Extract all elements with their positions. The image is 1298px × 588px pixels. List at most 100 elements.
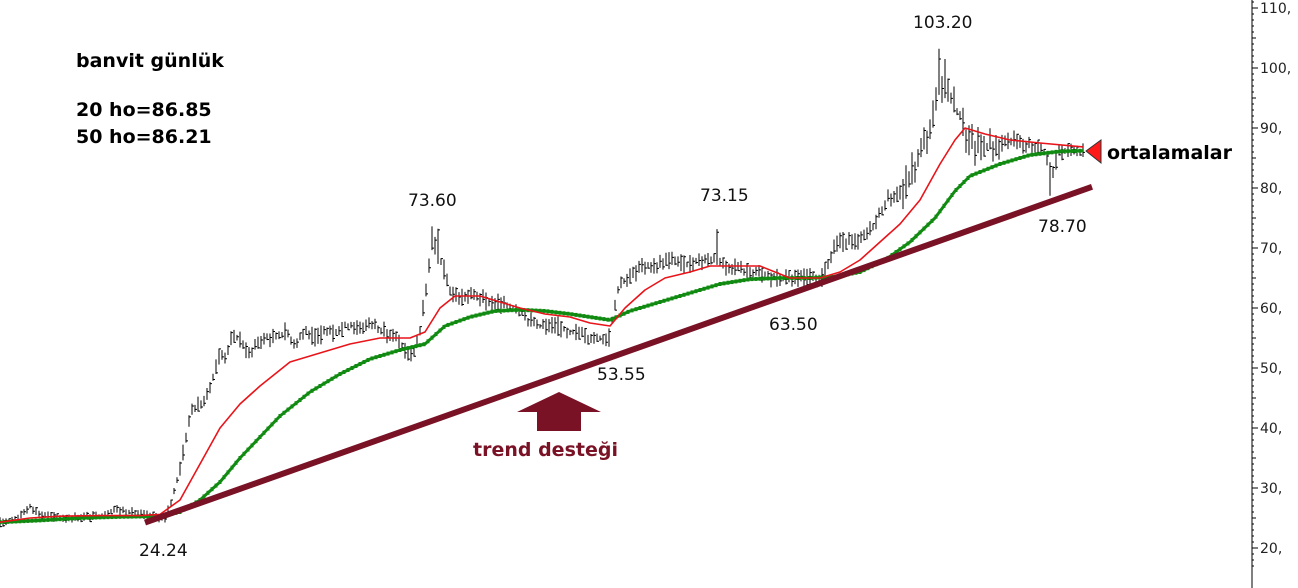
price-bar <box>41 511 44 520</box>
ma50-marker <box>322 381 326 386</box>
ma50-marker <box>554 310 558 315</box>
price-bar <box>266 333 269 341</box>
price-bar <box>575 323 578 341</box>
price-bar <box>659 254 662 268</box>
ma50-marker <box>222 475 226 480</box>
price-bar <box>536 319 539 329</box>
price-bar <box>191 403 194 415</box>
ma50-marker <box>394 349 398 354</box>
ma50-marker <box>446 322 450 327</box>
price-bar <box>572 329 575 335</box>
price-bar <box>548 319 551 333</box>
ma50-marker <box>494 308 498 313</box>
price-bar <box>860 231 863 243</box>
price-bar <box>881 206 884 216</box>
ma50-marker <box>654 301 658 306</box>
price-bar <box>32 506 35 514</box>
ma50-marker <box>730 280 734 285</box>
ma50-marker <box>922 226 926 231</box>
price-bar <box>20 510 23 519</box>
y-tick-label: 50, <box>1260 361 1282 377</box>
price-bar <box>917 149 920 167</box>
price-bar <box>248 347 251 359</box>
price-bar <box>545 318 548 335</box>
price-bar <box>926 130 929 154</box>
trend-label: trend desteği <box>473 439 618 461</box>
ma50-marker <box>434 332 438 337</box>
ma50-marker <box>1026 153 1030 158</box>
ma50-marker <box>726 280 730 285</box>
price-bar <box>965 129 968 153</box>
ma50-marker <box>62 516 66 521</box>
price-bar <box>377 325 380 333</box>
price-bar <box>863 229 866 241</box>
ma50-marker <box>386 351 390 356</box>
price-bar <box>602 334 605 345</box>
price-bar <box>449 286 452 296</box>
price-bar <box>380 327 383 335</box>
ma50-marker <box>910 238 914 243</box>
price-bar <box>284 322 287 341</box>
ma50-marker <box>338 372 342 376</box>
ma50-marker <box>774 276 778 281</box>
price-bar <box>623 278 626 284</box>
price-bar <box>752 269 755 278</box>
price-bar <box>569 329 572 336</box>
price-bar <box>341 321 344 338</box>
ma50-marker <box>298 398 302 402</box>
ma50-marker <box>314 386 318 391</box>
price-bar <box>308 330 311 340</box>
price-bar <box>302 328 305 340</box>
price-bar <box>194 404 197 413</box>
price-bar <box>929 119 932 140</box>
ma50-marker <box>362 360 366 364</box>
price-bar <box>830 251 833 264</box>
price-bar <box>272 328 275 344</box>
price-bar <box>26 506 29 514</box>
price-bar <box>974 140 977 166</box>
price-bar <box>740 260 743 273</box>
price-bar <box>383 321 386 337</box>
ma50-marker <box>950 193 954 198</box>
price-bar <box>329 325 332 335</box>
price-bar <box>218 348 221 365</box>
y-tick-label: 60, <box>1260 301 1282 317</box>
price-bar <box>887 189 890 202</box>
ma50-marker <box>478 312 482 317</box>
ma50-marker <box>1022 154 1026 159</box>
price-bar <box>599 335 602 341</box>
ma50-marker <box>622 311 626 316</box>
ma50-marker <box>42 518 46 523</box>
annotation-63-50: 63.50 <box>769 315 818 335</box>
ma50-marker <box>346 368 350 372</box>
ma50-marker <box>614 315 618 320</box>
price-bar <box>434 236 437 255</box>
ma50-marker <box>310 388 314 393</box>
price-bar <box>263 332 266 345</box>
price-bar <box>113 505 116 513</box>
price-bar <box>428 258 431 273</box>
price-bar <box>296 338 299 348</box>
price-bar <box>353 321 356 335</box>
price-bar <box>1040 142 1043 152</box>
ma50-marker <box>1034 152 1038 157</box>
price-bar <box>899 185 902 200</box>
price-bar <box>578 326 581 340</box>
price-bar <box>563 325 566 332</box>
ma50-marker <box>954 188 958 192</box>
ma50-marker <box>550 309 554 314</box>
price-bar <box>629 268 632 284</box>
price-bar <box>866 227 869 240</box>
ma50-marker <box>594 315 598 320</box>
ma50-marker <box>782 276 786 280</box>
ma50-value: 50 ho=86.21 <box>76 126 212 148</box>
ma50-marker <box>618 313 622 318</box>
price-bar <box>422 299 425 317</box>
price-bar <box>122 506 125 514</box>
ma50-marker <box>1050 150 1054 155</box>
ma50-marker <box>90 515 94 520</box>
ma50-marker <box>514 307 518 312</box>
price-bar <box>251 347 254 358</box>
price-bar <box>206 387 209 400</box>
ma50-marker <box>462 317 466 322</box>
